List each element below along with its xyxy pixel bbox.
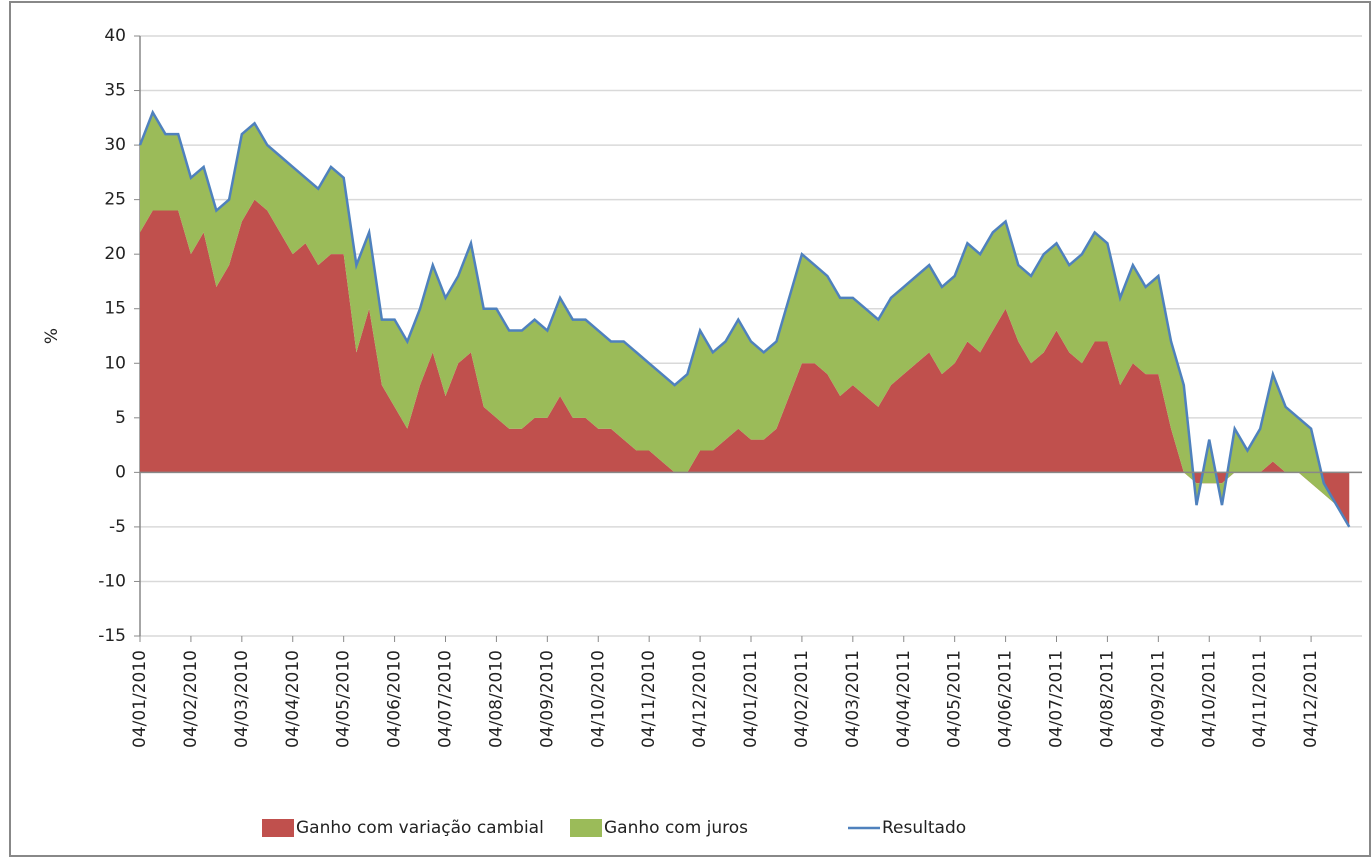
line xyxy=(138,109,1351,528)
area xyxy=(140,199,1350,527)
y-tick-label: 10 xyxy=(104,353,126,373)
legend-swatch xyxy=(570,819,602,837)
x-tick-label: 04/03/2011 xyxy=(843,650,863,748)
x-tick-label: 04/06/2010 xyxy=(385,650,405,748)
x-tick-label: 04/11/2010 xyxy=(639,650,659,748)
x-tick-label: 04/07/2011 xyxy=(1047,650,1067,748)
legend-label: Ganho com variação cambial xyxy=(296,818,544,838)
x-tick-label: 04/10/2010 xyxy=(588,650,608,748)
legend-swatch xyxy=(262,819,294,837)
x-tick-label: 04/12/2010 xyxy=(690,650,710,748)
x-tick-label: 04/09/2011 xyxy=(1148,650,1168,748)
y-tick-label: 15 xyxy=(104,299,126,319)
y-tick-label: 40 xyxy=(104,26,126,46)
y-tick-label: 30 xyxy=(104,135,126,155)
y-tick-label: 35 xyxy=(104,81,126,101)
y-tick-label: 25 xyxy=(104,190,126,210)
x-tick-label: 04/03/2010 xyxy=(232,650,252,748)
y-tick-label: -5 xyxy=(109,517,126,537)
y-tick-label: 5 xyxy=(115,408,126,428)
y-axis-label: % xyxy=(42,328,62,344)
y-tick-label: 20 xyxy=(104,244,126,264)
legend-label: Ganho com juros xyxy=(604,818,748,838)
x-tick-label: 04/01/2010 xyxy=(130,650,150,748)
chart-frame xyxy=(9,1,1371,857)
x-tick-label: 04/10/2011 xyxy=(1199,650,1219,748)
x-tick-label: 04/12/2011 xyxy=(1301,650,1321,748)
y-tick-label: -15 xyxy=(98,626,126,646)
x-tick-label: 04/09/2010 xyxy=(537,650,557,748)
x-tick-label: 04/08/2010 xyxy=(486,650,506,748)
x-tick-label: 04/01/2011 xyxy=(741,650,761,748)
legend-label: Resultado xyxy=(882,818,966,838)
x-tick-label: 04/05/2010 xyxy=(334,650,354,748)
y-tick-label: 0 xyxy=(115,462,126,482)
x-tick-label: 04/06/2011 xyxy=(996,650,1016,748)
x-tick-label: 04/11/2011 xyxy=(1250,650,1270,748)
x-tick-label: 04/07/2010 xyxy=(436,650,456,748)
x-tick-label: 04/02/2010 xyxy=(181,650,201,748)
x-tick-label: 04/04/2011 xyxy=(894,650,914,748)
y-tick-label: -10 xyxy=(98,571,126,591)
x-tick-label: 04/02/2011 xyxy=(792,650,812,748)
x-tick-label: 04/08/2011 xyxy=(1097,650,1117,748)
x-tick-label: 04/04/2010 xyxy=(283,650,303,748)
x-tick-label: 04/05/2011 xyxy=(945,650,965,748)
